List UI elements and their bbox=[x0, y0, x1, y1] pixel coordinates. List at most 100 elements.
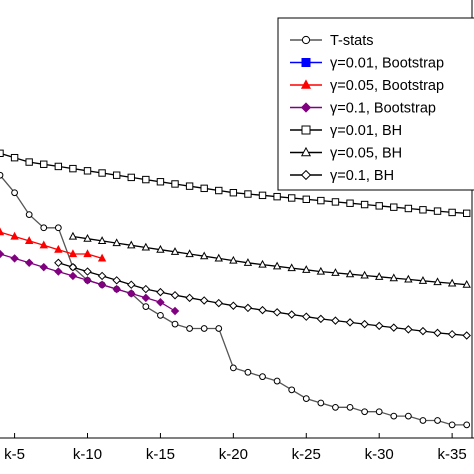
series-3-point bbox=[141, 293, 151, 303]
x-tick-label: k-10 bbox=[73, 446, 102, 463]
series-6-point bbox=[83, 267, 92, 276]
series-4-point bbox=[40, 160, 48, 168]
series-6-point bbox=[141, 284, 151, 294]
series-5-point bbox=[97, 236, 107, 244]
series-6-point bbox=[287, 310, 296, 319]
series-4-point bbox=[448, 208, 456, 217]
legend-marker bbox=[300, 169, 312, 181]
series-3 bbox=[0, 249, 180, 316]
series-0-point bbox=[361, 408, 368, 416]
series-6-point bbox=[170, 290, 180, 300]
series-2-point bbox=[24, 236, 34, 244]
series-4-point bbox=[390, 203, 398, 211]
series-6-point bbox=[374, 321, 384, 331]
series-0-point bbox=[244, 368, 252, 376]
series-4-point bbox=[273, 192, 281, 201]
series-4-point bbox=[83, 167, 92, 175]
series-6-point bbox=[272, 308, 282, 317]
series-0-point bbox=[404, 412, 412, 420]
series-3-point bbox=[54, 267, 63, 276]
series-3-point bbox=[10, 254, 19, 263]
series-5-point bbox=[302, 265, 311, 273]
series-5-point bbox=[331, 268, 340, 276]
series-5-point bbox=[141, 242, 151, 251]
series-3-point bbox=[127, 289, 136, 298]
series-4-point bbox=[404, 204, 413, 213]
series-6-point bbox=[360, 319, 369, 329]
series-5-point bbox=[389, 273, 398, 282]
legend-marker bbox=[301, 58, 311, 67]
series-0-point bbox=[273, 377, 281, 385]
series-6-point bbox=[68, 262, 78, 272]
series-0-point bbox=[419, 417, 427, 424]
legend: T-stats γ=0.01, Bootstrap γ=0.05, Bootstra… bbox=[277, 17, 474, 191]
series-0-point bbox=[25, 211, 33, 218]
series-0-point bbox=[142, 303, 150, 310]
series-2 bbox=[0, 227, 107, 262]
legend-item: γ=0.01, Bootstrap bbox=[290, 56, 444, 72]
series-4-point bbox=[142, 175, 150, 184]
series-2-point bbox=[39, 240, 48, 249]
series-0-point bbox=[171, 320, 179, 328]
series-4-point bbox=[25, 158, 33, 166]
legend-item: γ=0.05, Bootstrap bbox=[290, 78, 444, 94]
series-3-point bbox=[39, 262, 48, 272]
series-5-point bbox=[68, 231, 78, 240]
series-0-point bbox=[288, 386, 296, 394]
x-tick-label: k-5 bbox=[4, 446, 25, 463]
series-0 bbox=[0, 171, 471, 429]
series-0-point bbox=[434, 417, 441, 424]
series-4-point bbox=[375, 202, 383, 210]
series-0-point bbox=[390, 412, 398, 420]
series-6-point bbox=[127, 280, 136, 289]
series-6-point bbox=[229, 301, 238, 310]
series-0-point bbox=[40, 224, 48, 232]
series-2-point bbox=[0, 227, 5, 236]
series-4-point bbox=[287, 194, 296, 202]
legend-item: γ=0.1, BH bbox=[290, 168, 394, 184]
legend-item: γ=0.1, Bootstrap bbox=[290, 101, 436, 117]
series-4-point bbox=[171, 180, 179, 188]
series-5-point bbox=[258, 259, 267, 268]
series-6-point bbox=[462, 331, 471, 340]
series-0-line bbox=[0, 174, 467, 426]
series-5-point bbox=[447, 278, 457, 287]
series-6 bbox=[54, 258, 471, 340]
series-4-point bbox=[156, 178, 165, 186]
series-4-point bbox=[98, 169, 106, 177]
series-5-point bbox=[345, 269, 355, 278]
series-5-point bbox=[83, 233, 92, 242]
series-5-point bbox=[360, 270, 369, 279]
series-6-point bbox=[345, 318, 355, 327]
series-5-point bbox=[199, 251, 209, 260]
series-0-point bbox=[186, 325, 193, 332]
x-tick-label: k-15 bbox=[146, 446, 175, 463]
series-5-point bbox=[112, 238, 121, 247]
series-6-point bbox=[331, 316, 340, 325]
series-3-point bbox=[97, 280, 107, 289]
legend-item: T-stats bbox=[290, 33, 374, 49]
series-3-point bbox=[170, 306, 180, 316]
x-axis-ticks: k-5 k-10 k-15 k-20 k-25 k-30 k-35 bbox=[4, 433, 467, 463]
legend-label: γ=0.01, BH bbox=[330, 123, 402, 139]
series-5 bbox=[68, 231, 471, 288]
legend-label: γ=0.01, Bootstrap bbox=[330, 56, 444, 72]
legend-label: T-stats bbox=[330, 33, 374, 49]
series-5-point bbox=[462, 279, 471, 288]
series-2-point bbox=[10, 231, 19, 240]
series-6-point bbox=[258, 305, 267, 315]
series-0-point bbox=[0, 171, 4, 179]
series-3-point bbox=[0, 249, 5, 259]
series-4-point bbox=[331, 198, 340, 206]
series-4-point bbox=[200, 184, 208, 193]
x-tick-label: k-20 bbox=[219, 446, 248, 463]
legend-item: γ=0.01, BH bbox=[290, 123, 402, 139]
legend-marker bbox=[300, 102, 312, 113]
series-4-point bbox=[463, 209, 471, 218]
series-6-point bbox=[389, 323, 399, 332]
series-4-point bbox=[10, 153, 19, 162]
series-4-point bbox=[258, 191, 267, 200]
legend-item: γ=0.05, BH bbox=[290, 146, 402, 162]
series-6-line bbox=[58, 262, 467, 337]
